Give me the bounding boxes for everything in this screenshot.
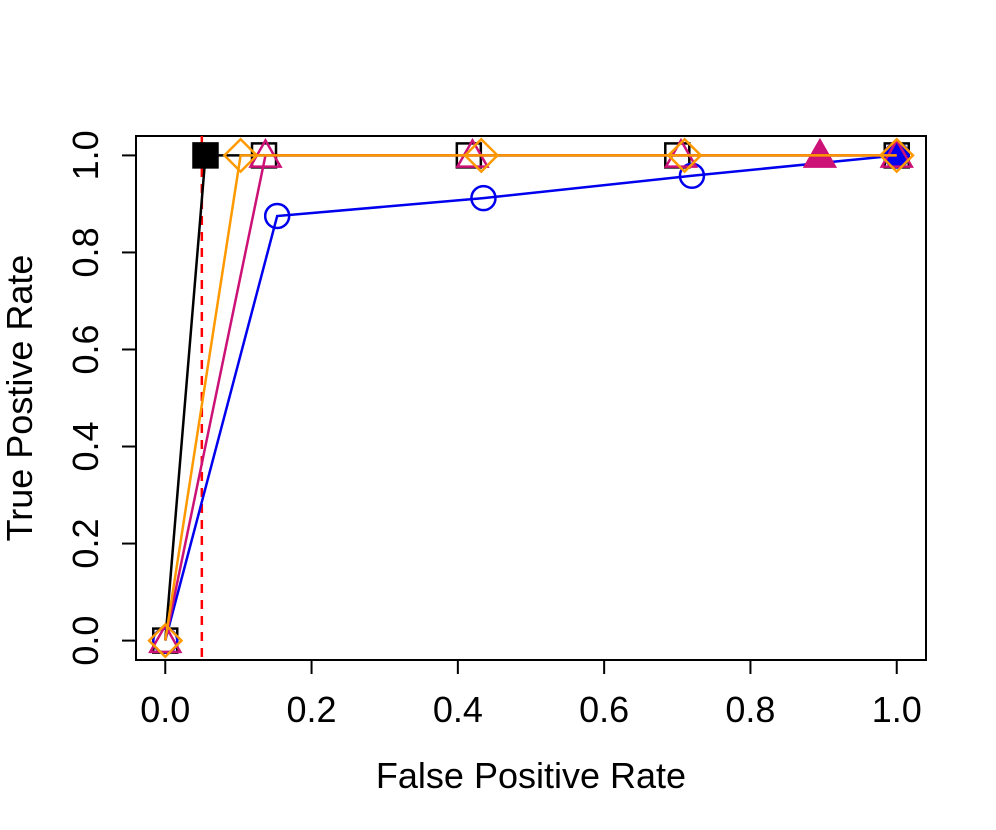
x-tick-label: 0.4 [433, 689, 483, 730]
y-tick-label: 0.2 [65, 519, 106, 569]
data-point-magenta-triangles [879, 137, 914, 168]
series-layer [147, 137, 915, 659]
data-point-magenta-triangles [802, 137, 838, 168]
data-point-black-squares [192, 142, 219, 169]
x-tick-label: 0.6 [579, 689, 629, 730]
x-axis-label: False Positive Rate [376, 755, 686, 796]
data-point-orange-diamonds [147, 622, 184, 659]
y-tick-label: 0.8 [65, 227, 106, 277]
data-point-orange-diamonds [878, 137, 915, 174]
series-line-blue-circles [164, 154, 897, 641]
y-tick-label: 1.0 [65, 130, 106, 180]
x-tick-label: 0.8 [725, 689, 775, 730]
x-tick-label: 0.2 [287, 689, 337, 730]
data-point-blue-circles [470, 184, 497, 212]
axes-layer: 0.0 0.2 0.4 0.6 0.8 1.0 0.0 0.2 0.4 0.6 0.8 1.0 [65, 130, 922, 730]
data-point-orange-diamonds [222, 137, 259, 174]
y-tick-label: 0.6 [65, 324, 106, 374]
data-point-orange-diamonds [666, 137, 703, 174]
series-orange-diamonds [147, 137, 915, 659]
series-blue-circles [152, 142, 910, 654]
series-line-orange-diamonds [164, 154, 897, 641]
y-axis-label: True Postive Rate [0, 255, 40, 542]
data-point-magenta-triangles [248, 137, 283, 168]
y-tick-label: 0.4 [65, 421, 106, 471]
data-point-orange-diamonds [463, 137, 500, 174]
data-point-magenta-triangles [148, 623, 183, 654]
data-point-blue-circles [263, 202, 291, 230]
x-tick-label: 1.0 [872, 689, 922, 730]
data-point-magenta-triangles [455, 137, 490, 168]
y-tick-label: 0.0 [65, 616, 106, 666]
x-tick-label: 0.0 [140, 689, 190, 730]
